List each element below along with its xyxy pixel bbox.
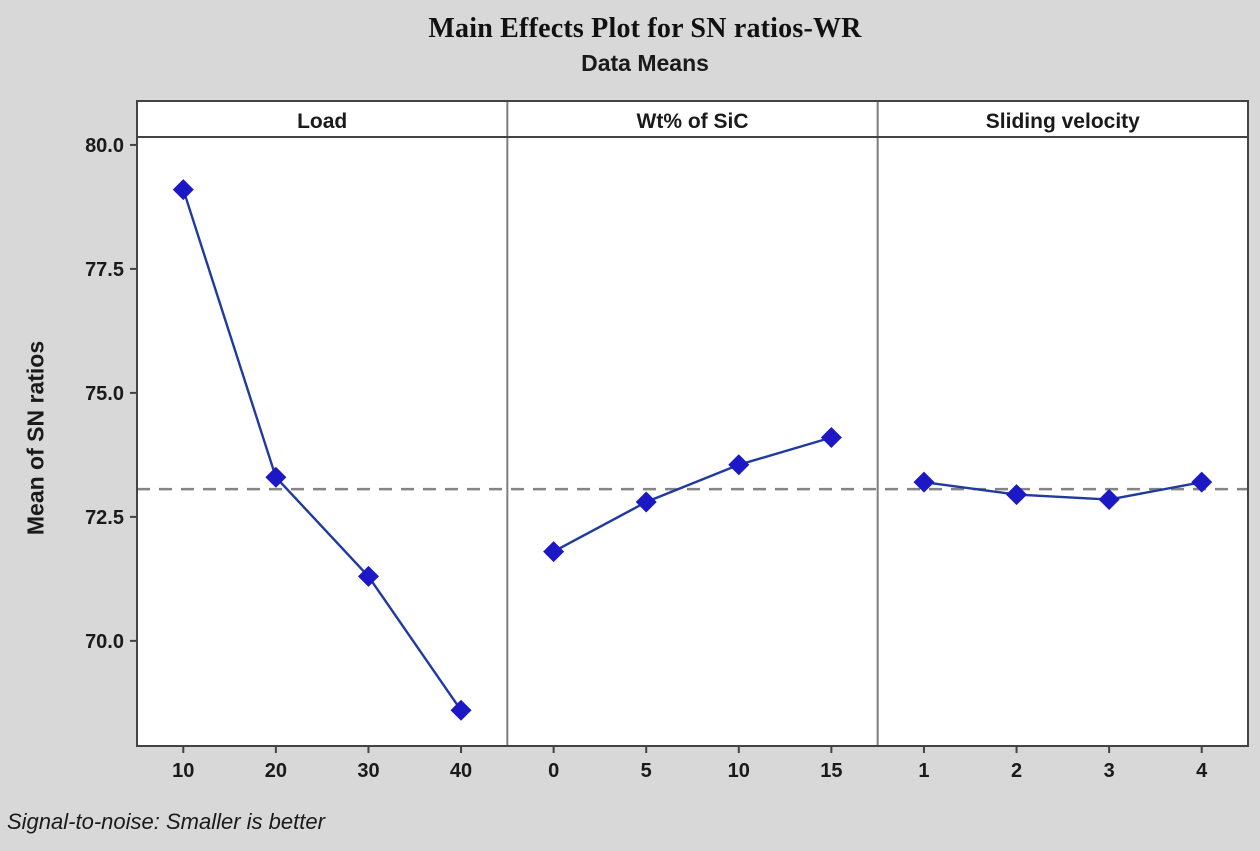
chart-title: Main Effects Plot for SN ratios-WR xyxy=(428,13,862,44)
data-point-marker xyxy=(1191,471,1213,493)
data-point-marker xyxy=(1006,484,1028,506)
data-point-marker xyxy=(635,491,657,513)
x-tick-label: 15 xyxy=(820,760,842,782)
y-tick-label: 77.5 xyxy=(85,259,124,281)
data-point-marker xyxy=(820,427,842,449)
x-tick-label: 40 xyxy=(450,760,472,782)
data-point-marker xyxy=(357,565,379,587)
x-tick-label: 2 xyxy=(1011,760,1022,782)
x-tick-label: 5 xyxy=(641,760,652,782)
x-tick-label: 30 xyxy=(357,760,379,782)
series-line xyxy=(182,189,463,711)
x-tick-label: 4 xyxy=(1196,760,1208,782)
data-point-marker xyxy=(450,699,472,721)
x-tick-label: 10 xyxy=(172,760,194,782)
panel-header-label: Sliding velocity xyxy=(986,110,1140,133)
plot-area xyxy=(137,101,1248,746)
x-tick-label: 1 xyxy=(918,760,929,782)
chart-subtitle: Data Means xyxy=(581,50,709,76)
data-point-marker xyxy=(913,471,935,493)
series-line xyxy=(553,436,832,553)
panel-header-label: Wt% of SiC xyxy=(637,110,749,133)
data-point-marker xyxy=(1098,489,1120,511)
data-point-marker xyxy=(172,179,194,201)
x-tick-label: 20 xyxy=(265,760,287,782)
x-tick-label: 0 xyxy=(548,760,559,782)
panel-header-label: Load xyxy=(297,110,347,133)
data-point-marker xyxy=(728,454,750,476)
y-tick-label: 75.0 xyxy=(85,383,124,405)
data-point-marker xyxy=(543,541,565,563)
signal-to-noise-note: Signal-to-noise: Smaller is better xyxy=(7,809,325,834)
y-tick-label: 72.5 xyxy=(85,507,124,529)
series-line xyxy=(923,480,1202,501)
x-tick-label: 10 xyxy=(728,760,750,782)
x-tick-label: 3 xyxy=(1104,760,1115,782)
y-tick-label: 70.0 xyxy=(85,631,124,653)
data-point-marker xyxy=(265,466,287,488)
plot-frame xyxy=(136,100,1249,747)
y-tick-label: 80.0 xyxy=(85,135,124,157)
